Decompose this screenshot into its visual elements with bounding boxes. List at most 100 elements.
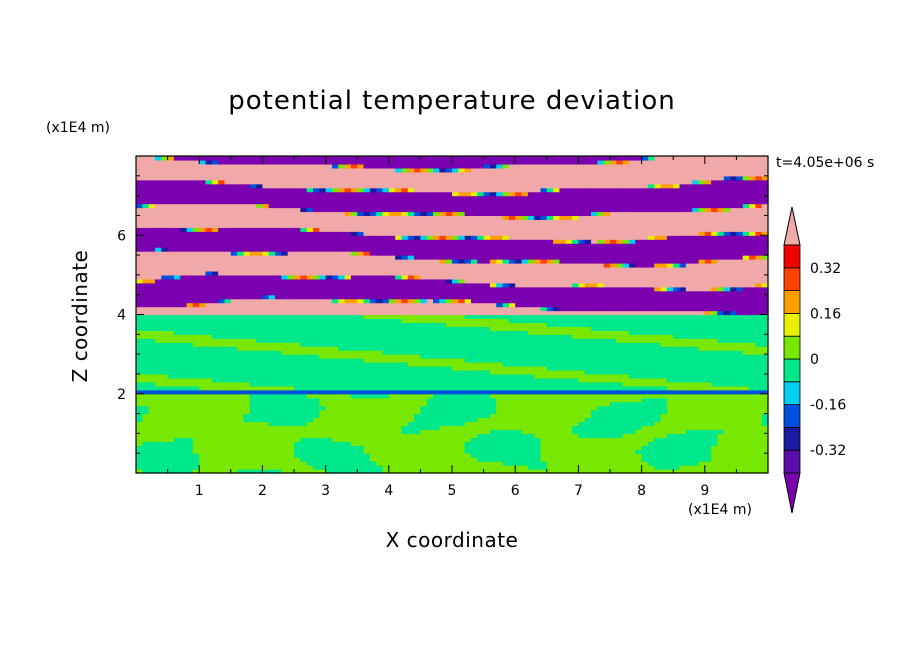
heatmap-cell [275, 298, 282, 304]
heatmap-cell [470, 393, 478, 399]
heatmap-cell [357, 326, 365, 331]
heatmap-cell [401, 366, 409, 371]
heatmap-cell [692, 457, 700, 462]
heatmap-cell [616, 381, 624, 387]
heatmap-cell [230, 369, 238, 375]
heatmap-cell [161, 425, 169, 431]
heatmap-cell [350, 413, 358, 419]
heatmap-cell [338, 389, 346, 395]
heatmap-cell [275, 282, 282, 288]
heatmap-cell [641, 362, 649, 367]
heatmap-cell [660, 409, 668, 415]
heatmap-cell [692, 429, 700, 434]
heatmap-cell [382, 330, 390, 335]
heatmap-cell [275, 373, 282, 379]
heatmap-cell [237, 441, 245, 446]
heatmap-cell [742, 354, 750, 359]
heatmap-cell [616, 377, 624, 383]
heatmap-cell [294, 282, 301, 288]
heatmap-cell [647, 417, 655, 423]
heatmap-cell [711, 302, 719, 308]
heatmap-cell [610, 354, 617, 359]
heatmap-cell [546, 298, 554, 304]
heatmap-cell [388, 421, 396, 427]
heatmap-cell [300, 373, 308, 379]
heatmap-cell [464, 286, 472, 292]
heatmap-cell [704, 274, 712, 280]
heatmap-cell [489, 393, 497, 399]
heatmap-cell [205, 298, 213, 304]
heatmap-cell [192, 338, 200, 343]
heatmap-cell [363, 330, 371, 335]
heatmap-cell [268, 330, 276, 335]
heatmap-cell [439, 417, 447, 423]
heatmap-cell [584, 421, 592, 427]
heatmap-cell [407, 465, 415, 470]
heatmap-cell [654, 437, 662, 442]
heatmap-cell [452, 437, 459, 442]
heatmap-cell [458, 429, 466, 434]
heatmap-cell [287, 385, 295, 391]
heatmap-cell [546, 286, 554, 292]
heatmap-cell [167, 425, 175, 431]
heatmap-cell [483, 366, 491, 371]
heatmap-cell [275, 342, 282, 347]
heatmap-cell [388, 282, 396, 288]
heatmap-cell [685, 433, 693, 438]
heatmap-cell [572, 401, 579, 407]
heatmap-cell [186, 326, 194, 331]
heatmap-cell [395, 425, 403, 431]
heatmap-cell [401, 298, 409, 304]
heatmap-cell [635, 373, 643, 379]
heatmap-cell [369, 358, 377, 363]
heatmap-cell [628, 377, 636, 383]
heatmap-cell [628, 397, 636, 403]
heatmap-cell [483, 302, 491, 308]
heatmap-cell [148, 338, 156, 343]
heatmap-cell [148, 393, 156, 399]
heatmap-cell [154, 294, 162, 300]
heatmap-cell [635, 346, 643, 351]
heatmap-cell [464, 449, 472, 454]
heatmap-cell [211, 409, 219, 415]
heatmap-cell [641, 441, 649, 446]
heatmap-cell [736, 469, 744, 474]
heatmap-cell [199, 417, 207, 423]
heatmap-cell [161, 318, 169, 324]
heatmap-cell [660, 350, 668, 355]
heatmap-cell [502, 425, 510, 431]
heatmap-cell [723, 290, 731, 296]
heatmap-cell [723, 306, 731, 312]
heatmap-cell [508, 449, 516, 454]
heatmap-cell [357, 346, 365, 351]
heatmap-cell [369, 433, 377, 438]
heatmap-cell [496, 338, 504, 343]
heatmap-cell [306, 445, 314, 450]
heatmap-cell [136, 401, 143, 407]
heatmap-cell [717, 441, 725, 446]
heatmap-cell [698, 342, 706, 347]
heatmap-cell [148, 397, 156, 403]
heatmap-cell [553, 369, 561, 375]
heatmap-cell [470, 377, 478, 383]
heatmap-cell [534, 461, 542, 466]
heatmap-cell [730, 449, 737, 454]
heatmap-cell [730, 429, 737, 434]
heatmap-cell [275, 346, 282, 351]
heatmap-cell [546, 366, 554, 371]
heatmap-cell [357, 429, 365, 434]
heatmap-cell [679, 385, 687, 391]
heatmap-cell [553, 405, 561, 411]
heatmap-cell [439, 441, 447, 446]
heatmap-cell [679, 366, 687, 371]
heatmap-cell [666, 310, 674, 316]
heatmap-cell [312, 441, 320, 446]
heatmap-cell [622, 397, 630, 403]
heatmap-cell [736, 278, 744, 284]
heatmap-cell [325, 294, 333, 300]
heatmap-cell [439, 381, 447, 387]
heatmap-cell [527, 417, 535, 423]
heatmap-cell [268, 342, 276, 347]
heatmap-cell [407, 421, 415, 427]
heatmap-cell [736, 358, 744, 363]
